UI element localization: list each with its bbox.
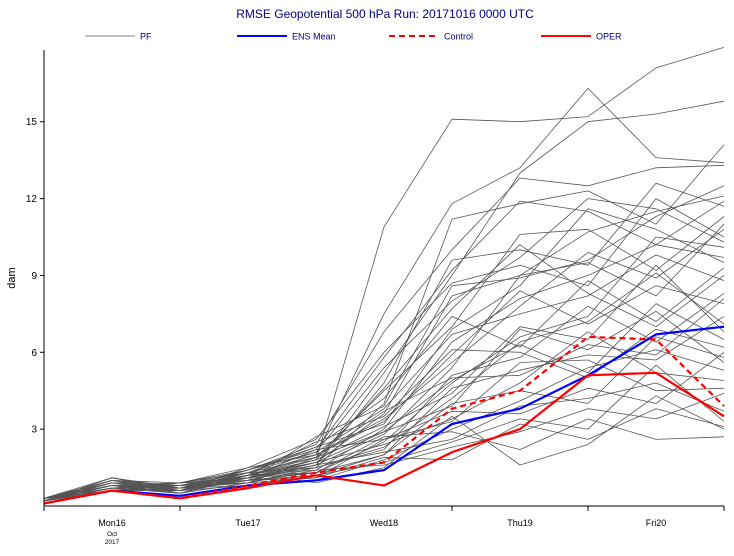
pf-member-line-33 bbox=[43, 298, 725, 499]
legend-label-control: Control bbox=[444, 32, 473, 42]
y-tick-label: 15 bbox=[26, 117, 38, 128]
y-axis-label-group: dam bbox=[6, 267, 18, 288]
pf-member-line-16 bbox=[43, 264, 725, 502]
y-tick-label: 12 bbox=[26, 194, 38, 205]
pf-member-line-30 bbox=[43, 244, 725, 499]
x-tick-label: Thu19 bbox=[507, 518, 533, 528]
y-tick-label: 9 bbox=[31, 271, 37, 282]
pf-member-line-25 bbox=[43, 392, 725, 502]
chart-title: RMSE Geopotential 500 hPa Run: 20171016 … bbox=[236, 7, 534, 21]
pf-member-line-40 bbox=[43, 303, 725, 502]
pf-member-line-2 bbox=[43, 47, 725, 502]
x-tick-label: Fri20 bbox=[646, 518, 667, 528]
pf-member-line-24 bbox=[43, 382, 725, 499]
pf-member-line-9 bbox=[43, 198, 725, 499]
y-tick-label: 6 bbox=[31, 348, 37, 359]
legend: PF ENS Mean Control OPER bbox=[85, 32, 622, 42]
main-series bbox=[43, 325, 725, 505]
pf-member-line-36 bbox=[43, 208, 725, 499]
series-line-ens_mean bbox=[43, 325, 725, 505]
x-tick-sublabel: Oct bbox=[107, 531, 117, 538]
legend-label-pf: PF bbox=[140, 32, 152, 42]
pf-member-line-37 bbox=[43, 182, 725, 502]
y-tick-label: 3 bbox=[31, 425, 37, 436]
pf-member-line-11 bbox=[43, 223, 725, 502]
y-axis-label: dam bbox=[6, 267, 18, 288]
x-tick-label: Mon16 bbox=[98, 518, 126, 528]
legend-label-ens_mean: ENS Mean bbox=[292, 32, 336, 42]
pf-member-line-14 bbox=[43, 285, 725, 502]
x-tick-sublabel: 2017 bbox=[105, 539, 120, 546]
pf-member-line-35 bbox=[43, 359, 725, 502]
x-tick-label: Tue17 bbox=[235, 518, 260, 528]
pf-member-line-32 bbox=[43, 272, 725, 502]
pf-member-line-29 bbox=[43, 185, 725, 502]
legend-label-oper: OPER bbox=[596, 32, 622, 42]
pf-member-line-27 bbox=[43, 418, 725, 499]
x-tick-label: Wed18 bbox=[370, 518, 398, 528]
pf-members bbox=[43, 47, 725, 502]
pf-member-line-4 bbox=[43, 164, 725, 502]
pf-member-line-38 bbox=[43, 198, 725, 502]
series-line-oper bbox=[43, 371, 725, 505]
